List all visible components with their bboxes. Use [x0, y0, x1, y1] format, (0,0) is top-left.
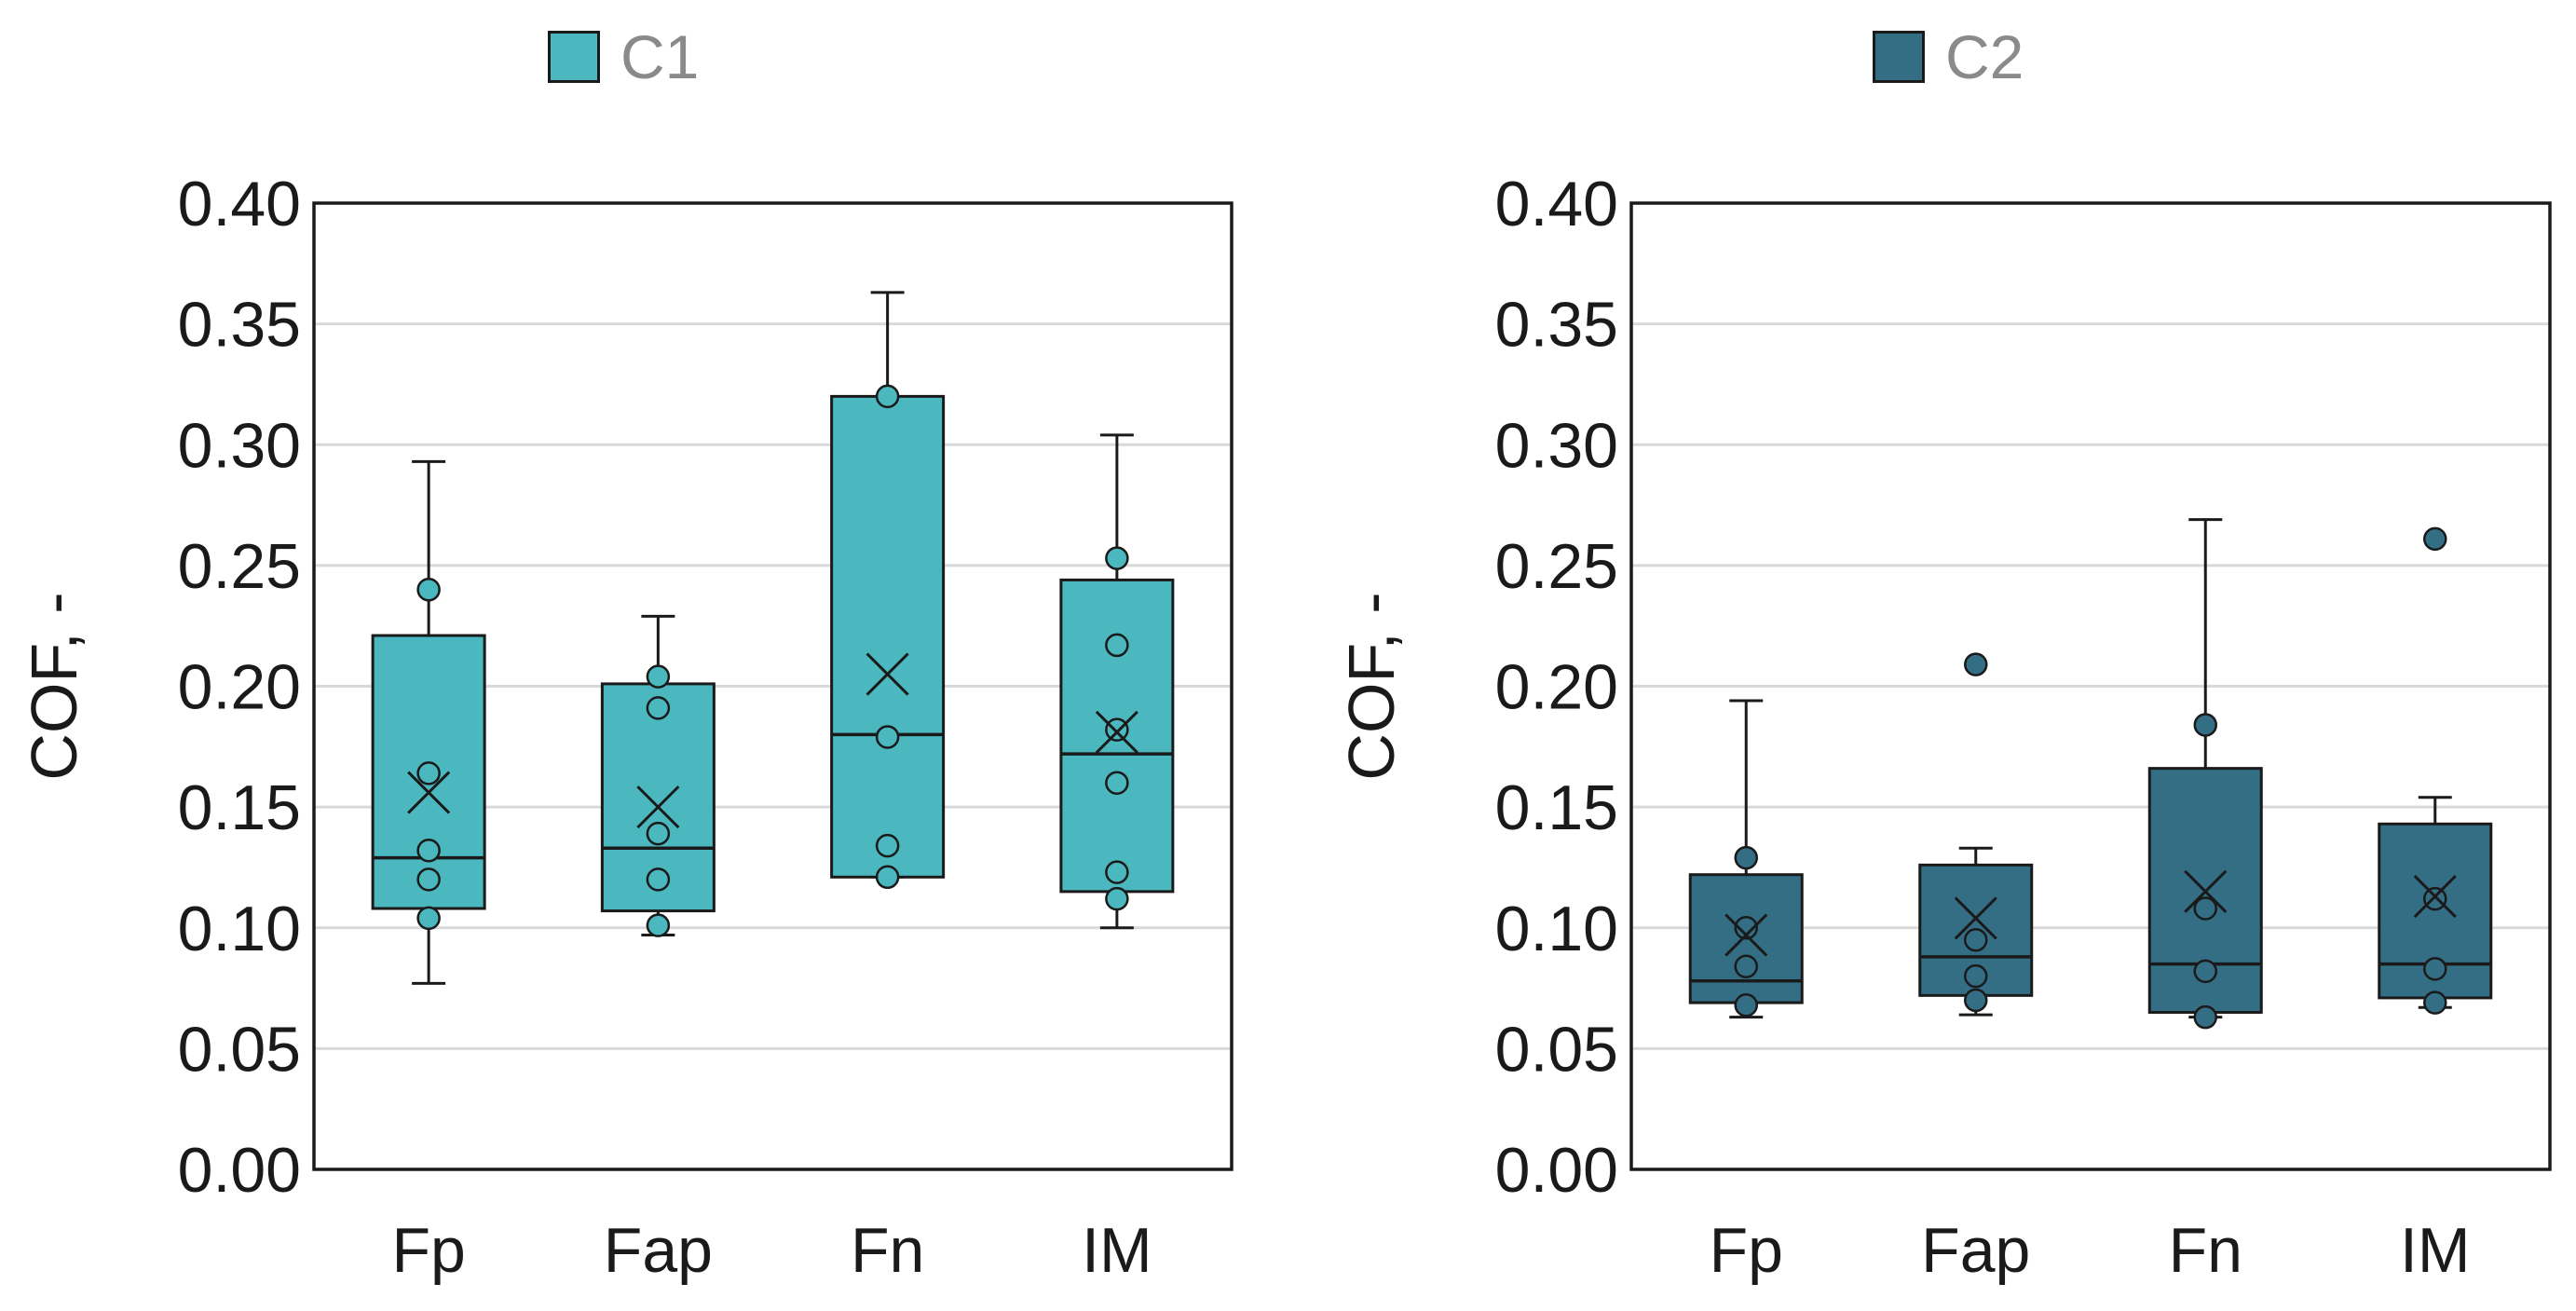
data-point [416, 839, 441, 863]
data-point [1734, 992, 1758, 1017]
data-point [1105, 886, 1129, 911]
y-tick-label: 0.00 [1495, 1135, 1618, 1206]
legend-c1: C1 [548, 22, 699, 91]
y-axis-title: COF, - [18, 592, 90, 780]
box-im [2378, 526, 2493, 1015]
mean-marker [1095, 710, 1138, 754]
outlier-point [2423, 526, 2447, 552]
chart-panel-c2: 0.00 0.05 0.10 0.15 0.20 0.25 0.30 0.35 0.40 Fp Fa… [1335, 169, 2552, 1286]
data-point [875, 865, 900, 890]
legend-label-c2: C2 [1945, 22, 2024, 91]
box-fap [600, 614, 716, 937]
y-tick-label: 0.40 [1495, 169, 1618, 239]
data-point [1964, 927, 1988, 952]
data-point [1105, 633, 1129, 658]
y-tick-label: 0.20 [1495, 652, 1618, 723]
y-tick-label: 0.35 [1495, 290, 1618, 361]
data-point [2193, 959, 2217, 984]
x-category-label: Fn [851, 1215, 924, 1286]
data-point [1964, 963, 1988, 989]
y-tick-label: 0.00 [178, 1135, 301, 1206]
data-point [416, 867, 441, 892]
x-category-label: Fap [1921, 1215, 2030, 1286]
outlier-point [1964, 652, 1988, 676]
y-tick-label: 0.20 [178, 652, 301, 723]
data-point [875, 725, 900, 749]
data-point [1105, 717, 1129, 742]
data-point [646, 821, 671, 846]
x-category-label: Fp [1710, 1215, 1783, 1286]
data-point [2423, 957, 2447, 981]
data-point [416, 761, 441, 785]
data-point [2423, 886, 2447, 911]
mean-marker [2184, 869, 2228, 913]
y-tick-label: 0.10 [178, 894, 301, 964]
y-axis-title: COF, - [1335, 592, 1408, 780]
y-tick-label: 0.30 [178, 410, 301, 481]
data-point [1734, 954, 1758, 978]
data-point [2193, 713, 2217, 737]
y-tick-label: 0.15 [178, 772, 301, 843]
x-category-label: IM [2400, 1215, 2471, 1286]
legend-swatch-c2 [1873, 31, 1925, 83]
data-point [1734, 916, 1758, 940]
data-point [646, 913, 671, 937]
plot-frame [312, 201, 1233, 1171]
data-point [1105, 860, 1129, 884]
box-fap [1918, 652, 2034, 1017]
data-point [646, 664, 671, 689]
data-point [875, 384, 900, 409]
data-point [2193, 1004, 2217, 1030]
mean-marker [636, 785, 680, 829]
data-point [1105, 546, 1129, 570]
data-point [2193, 896, 2217, 921]
x-category-label: Fp [391, 1215, 465, 1286]
y-tick-label: 0.25 [1495, 531, 1618, 602]
x-category-label: Fap [604, 1215, 713, 1286]
x-category-label: IM [1082, 1215, 1152, 1286]
chart-panel-c1: 0.00 0.05 0.10 0.15 0.20 0.25 0.30 0.35 0.40 Fp Fa… [18, 169, 1233, 1286]
data-point [1734, 845, 1758, 870]
y-tick-label: 0.30 [1495, 410, 1618, 481]
y-tick-label: 0.25 [178, 531, 301, 602]
y-tick-label: 0.10 [1495, 894, 1618, 964]
data-point [416, 906, 441, 931]
y-tick-label: 0.05 [178, 1014, 301, 1085]
box-fp [371, 459, 486, 985]
plot-frame [1629, 201, 2552, 1171]
data-point [1105, 771, 1129, 795]
y-tick-label: 0.15 [1495, 772, 1618, 843]
data-point [1964, 988, 1988, 1013]
legend-label-c1: C1 [620, 22, 700, 91]
data-point [875, 833, 900, 858]
data-point [416, 578, 441, 602]
box-fn [830, 291, 946, 890]
box-fp [1688, 699, 1804, 1019]
y-tick-label: 0.05 [1495, 1014, 1618, 1085]
mean-marker [1724, 913, 1768, 957]
legend-c2: C2 [1873, 22, 2024, 91]
box-fn [2147, 518, 2263, 1030]
data-point [646, 696, 671, 720]
box-im [1059, 433, 1175, 930]
iqr-box [830, 394, 946, 879]
legend-swatch-c1 [548, 31, 600, 83]
mean-marker [2413, 874, 2457, 919]
data-point [646, 867, 671, 892]
mean-marker [865, 652, 909, 696]
x-category-label: Fn [2169, 1215, 2242, 1286]
y-tick-label: 0.35 [178, 290, 301, 361]
y-tick-label: 0.40 [178, 169, 301, 239]
mean-marker [1954, 896, 1997, 940]
data-point [2423, 990, 2447, 1015]
mean-marker [407, 771, 451, 814]
